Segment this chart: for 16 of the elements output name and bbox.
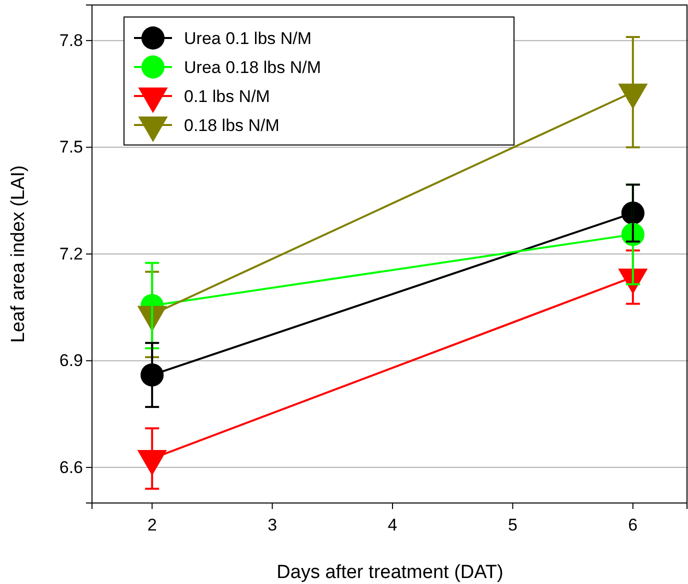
x-tick-label: 3 (268, 516, 278, 535)
x-tick-label: 4 (388, 516, 398, 535)
y-axis-title: Leaf area index (LAI) (8, 165, 29, 343)
y-tick-label: 7.8 (59, 31, 83, 50)
y-tick-label: 7.5 (59, 138, 83, 157)
legend-label: Urea 0.1 lbs N/M (184, 29, 312, 48)
y-tick-label: 7.2 (59, 244, 83, 264)
x-tick-label: 5 (508, 516, 518, 535)
legend-label: 0.1 lbs N/M (184, 87, 270, 106)
legend-label: Urea 0.18 lbs N/M (184, 58, 321, 77)
y-tick-label: 6.6 (59, 458, 83, 477)
legend-label: 0.18 lbs N/M (184, 116, 280, 135)
x-axis-title: Days after treatment (DAT) (276, 562, 504, 583)
x-tick-label: 6 (628, 516, 638, 535)
y-tick-label: 6.9 (59, 351, 83, 370)
x-tick-label: 2 (147, 516, 157, 535)
